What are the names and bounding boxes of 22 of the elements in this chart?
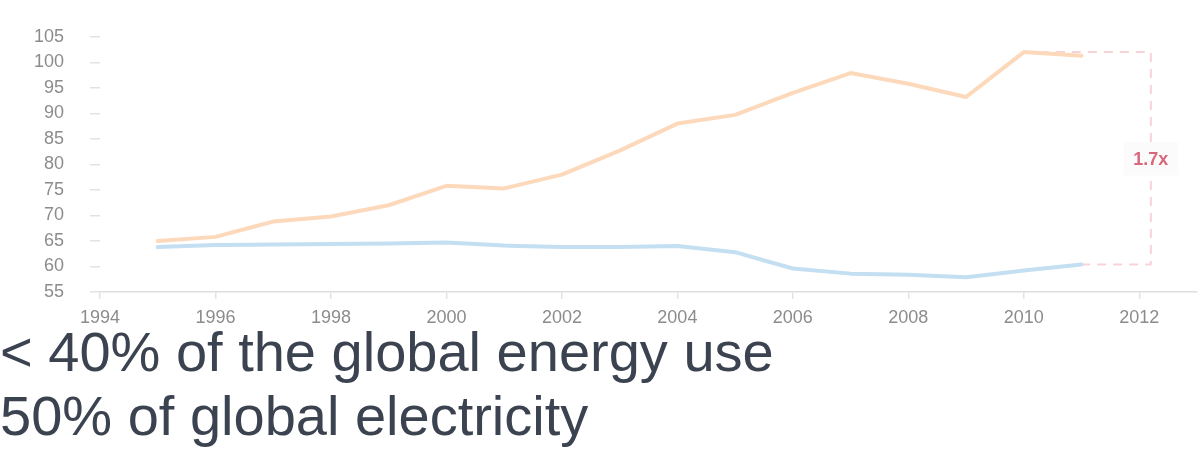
x-tick-label: 2010 [1003,306,1044,327]
x-tick-label: 1996 [195,306,236,327]
y-tick-label: 105 [33,25,64,46]
x-tick-label: 1998 [310,306,351,327]
x-tick-label: 2000 [426,306,467,327]
annotation: 1.7x [1123,142,1179,176]
x-tick-label: 2006 [772,306,813,327]
y-tick-label: 95 [43,76,64,97]
y-tick-label: 90 [43,102,64,123]
y-tick-label: 60 [43,255,64,276]
y-tick-label: 75 [43,178,64,199]
y-tick-label: 85 [43,127,64,148]
x-tick-label: 2012 [1119,306,1160,327]
x-tick-label: 2008 [888,306,929,327]
x-tick-label: 2002 [541,306,582,327]
y-tick-label: 55 [43,280,64,301]
y-tick-label: 100 [33,51,64,72]
y-tick-label: 80 [43,153,64,174]
text: 50% of global electricity [0,384,590,448]
y-tick-label: 70 [43,204,64,225]
y-tick-label: 65 [43,229,64,250]
x-tick-label: 2004 [657,306,698,327]
